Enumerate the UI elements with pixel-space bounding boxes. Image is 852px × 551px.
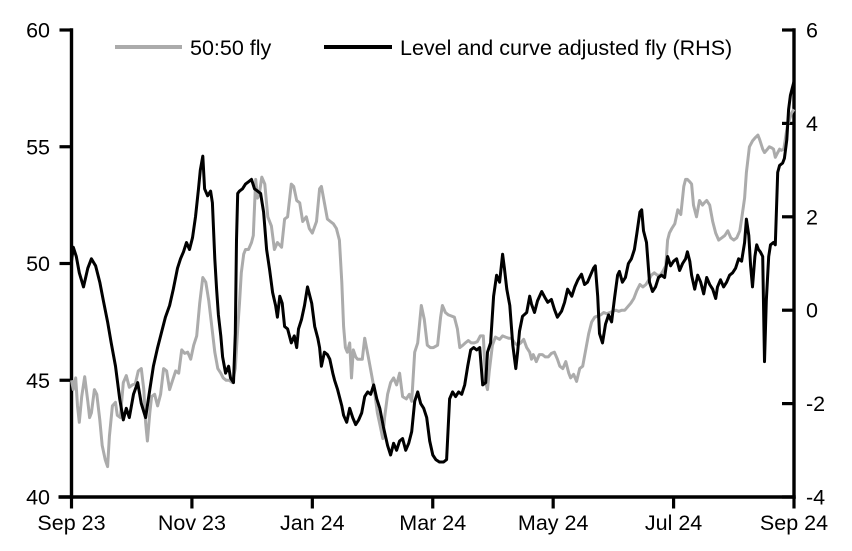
right-axis-tick-label: 2 (806, 205, 818, 229)
left-axis-tick-label: 55 (26, 135, 50, 159)
legend: 50:50 fly Level and curve adjusted fly (… (115, 36, 732, 60)
right-axis-tick-label: -4 (806, 486, 825, 510)
plot-lines (70, 81, 796, 469)
x-axis-tick-label: Jan 24 (280, 511, 345, 535)
x-axis-tick-label: May 24 (518, 511, 589, 535)
legend-label-black-series: Level and curve adjusted fly (RHS) (400, 36, 732, 60)
x-axis-tick-label: Sep 23 (37, 511, 105, 535)
left-axis-tick-label: 50 (26, 252, 50, 276)
right-axis-tick-label: 0 (806, 299, 818, 323)
x-axis-tick-label: Jul 24 (645, 511, 702, 535)
right-axis-tick-label: -2 (806, 392, 825, 416)
series-line-level-curve-adjusted-fly (70, 81, 796, 464)
left-axis-tick-label: 45 (26, 369, 50, 393)
left-axis-tick-label: 40 (26, 486, 50, 510)
series-line-50-50-fly (70, 108, 796, 469)
axes: 60 55 50 45 40 6 4 2 0 -2 -4 Sep 23 Nov 23 Jan 24 Mar … (26, 19, 828, 536)
right-axis-tick-label: 4 (806, 112, 818, 136)
x-axis-tick-label: Mar 24 (399, 511, 466, 535)
x-axis-tick-label: Sep 24 (760, 511, 828, 535)
left-axis-tick-label: 60 (26, 19, 50, 43)
right-axis-tick-label: 6 (806, 19, 818, 43)
legend-label-gray-series: 50:50 fly (190, 36, 272, 60)
x-axis-tick-label: Nov 23 (158, 511, 226, 535)
